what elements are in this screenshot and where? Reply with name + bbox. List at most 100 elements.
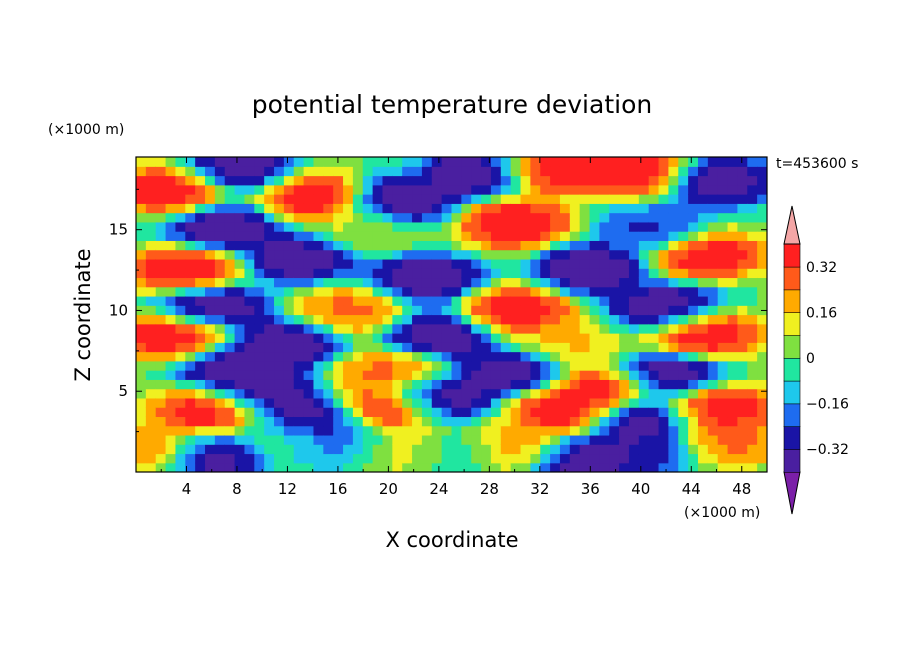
field-cell	[195, 379, 206, 390]
field-cell	[205, 295, 216, 306]
field-cell	[382, 258, 393, 269]
field-cell	[382, 184, 393, 195]
field-cell	[303, 157, 315, 167]
field-cell	[540, 157, 551, 167]
field-cell	[175, 184, 186, 195]
field-cell	[205, 194, 216, 204]
field-cell	[205, 221, 216, 232]
field-cell	[264, 157, 275, 167]
field-cell	[264, 286, 275, 297]
field-cell	[668, 333, 679, 343]
field-cell	[471, 453, 482, 464]
x-axis-label: X coordinate	[385, 528, 518, 552]
field-cell	[244, 323, 255, 334]
field-cell	[441, 277, 453, 288]
field-cell	[254, 286, 265, 297]
field-cell	[678, 370, 689, 380]
field-cell	[688, 305, 699, 316]
field-cell	[136, 175, 147, 186]
field-cell	[648, 462, 660, 472]
field-cell	[609, 425, 620, 436]
field-cell	[451, 166, 462, 177]
field-cell	[550, 258, 561, 269]
field-cell	[737, 379, 748, 390]
field-cell	[550, 175, 561, 186]
field-cell	[678, 166, 689, 177]
colorbar-band	[783, 426, 801, 450]
field-cell	[441, 221, 453, 232]
field-cell	[490, 388, 502, 399]
field-cell	[668, 397, 679, 408]
field-cell	[136, 203, 147, 214]
field-cell	[648, 231, 660, 241]
field-cell	[372, 333, 384, 343]
field-cell	[254, 221, 265, 232]
field-cell	[195, 305, 206, 316]
field-cell	[234, 157, 246, 167]
contour-field	[136, 157, 767, 472]
field-cell	[648, 295, 660, 306]
field-cell	[569, 342, 581, 353]
field-cell	[697, 388, 709, 399]
field-cell	[392, 184, 403, 195]
field-cell	[412, 305, 423, 316]
field-cell	[569, 231, 581, 241]
field-cell	[737, 305, 748, 316]
field-cell	[392, 240, 403, 251]
field-cell	[352, 184, 364, 195]
field-cell	[244, 453, 255, 464]
x-tick-label: 12	[278, 480, 297, 498]
field-cell	[372, 388, 384, 399]
field-cell	[136, 333, 147, 343]
field-cell	[175, 305, 186, 316]
field-cell	[244, 277, 255, 288]
field-cell	[283, 425, 295, 436]
field-cell	[658, 268, 670, 279]
field-cell	[599, 184, 610, 195]
field-cell	[737, 314, 748, 325]
field-cell	[727, 268, 739, 279]
field-cell	[412, 175, 423, 186]
field-cell	[195, 295, 206, 306]
field-cell	[402, 175, 413, 186]
field-cell	[303, 351, 315, 362]
field-cell	[697, 444, 709, 455]
field-cell	[185, 249, 196, 260]
field-cell	[569, 434, 581, 445]
field-cell	[323, 194, 334, 204]
field-cell	[283, 268, 295, 279]
field-cell	[579, 397, 591, 408]
field-cell	[688, 258, 699, 269]
field-cell	[136, 212, 147, 223]
field-cell	[727, 351, 739, 362]
field-cell	[550, 221, 561, 232]
field-cell	[155, 305, 167, 316]
field-cell	[697, 231, 709, 241]
field-cell	[224, 453, 236, 464]
field-cell	[165, 314, 177, 325]
colorbar-band	[783, 312, 801, 336]
field-cell	[520, 231, 531, 241]
field-cell	[609, 258, 620, 269]
field-cell	[175, 333, 186, 343]
field-cell	[619, 240, 630, 251]
field-cell	[500, 360, 512, 371]
field-cell	[136, 425, 147, 436]
x-axis-unit: (×1000 m)	[684, 505, 760, 521]
field-cell	[540, 305, 551, 316]
field-cell	[441, 231, 453, 241]
field-cell	[372, 305, 384, 316]
field-cell	[688, 166, 699, 177]
field-cell	[520, 397, 531, 408]
field-cell	[382, 323, 393, 334]
field-cell	[155, 258, 167, 269]
field-cell	[599, 277, 610, 288]
field-cell	[352, 388, 364, 399]
field-cell	[421, 184, 433, 195]
field-cell	[234, 295, 246, 306]
field-cell	[747, 425, 758, 436]
field-cell	[214, 221, 226, 232]
field-cell	[490, 434, 502, 445]
field-cell	[490, 407, 502, 418]
field-cell	[343, 286, 354, 297]
